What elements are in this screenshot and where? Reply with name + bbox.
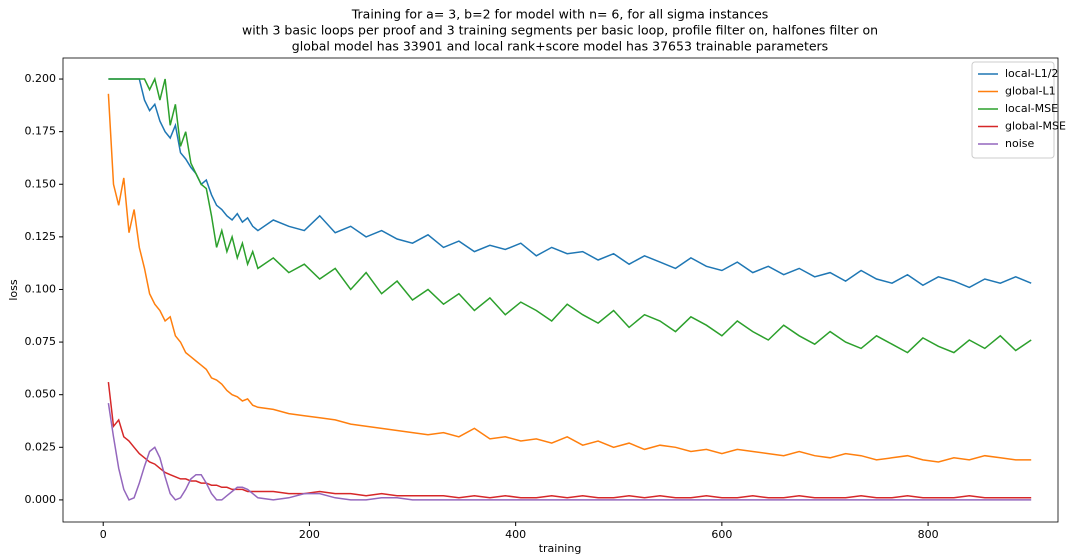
chart-title: with 3 basic loops per proof and 3 train… <box>242 23 878 38</box>
y-axis-label: loss <box>7 279 20 301</box>
y-tick-label: 0.075 <box>25 335 57 348</box>
plot-frame <box>62 57 1059 523</box>
legend-label: local-MSE <box>1005 102 1058 115</box>
y-tick-label: 0.125 <box>25 230 57 243</box>
chart-title: Training for a= 3, b=2 for model with n=… <box>351 7 769 22</box>
series-line <box>108 78 1032 289</box>
y-tick-label: 0.200 <box>25 72 57 85</box>
x-tick-label: 600 <box>711 528 732 541</box>
x-tick-label: 0 <box>100 528 107 541</box>
y-tick-label: 0.150 <box>25 177 57 190</box>
x-axis-label: training <box>539 542 582 555</box>
series-line <box>108 76 1032 354</box>
legend-box <box>971 61 1055 159</box>
x-tick-label: 400 <box>505 528 526 541</box>
y-tick-label: 0.100 <box>25 282 57 295</box>
y-tick-label: 0.025 <box>25 440 57 453</box>
x-tick-label: 200 <box>299 528 320 541</box>
series-line <box>107 93 1032 463</box>
legend-label: global-MSE <box>1005 120 1066 133</box>
legend-label: noise <box>1005 137 1034 150</box>
series-line <box>107 382 1032 499</box>
y-tick-label: 0.000 <box>25 493 57 506</box>
legend-label: global-L1 <box>1005 85 1056 98</box>
y-tick-label: 0.050 <box>25 388 57 401</box>
legend-label: local-L1/2 <box>1005 67 1058 80</box>
chart-title: global model has 33901 and local rank+sc… <box>292 39 828 54</box>
x-tick-label: 800 <box>918 528 939 541</box>
y-tick-label: 0.175 <box>25 125 57 138</box>
series-line <box>107 402 1032 501</box>
